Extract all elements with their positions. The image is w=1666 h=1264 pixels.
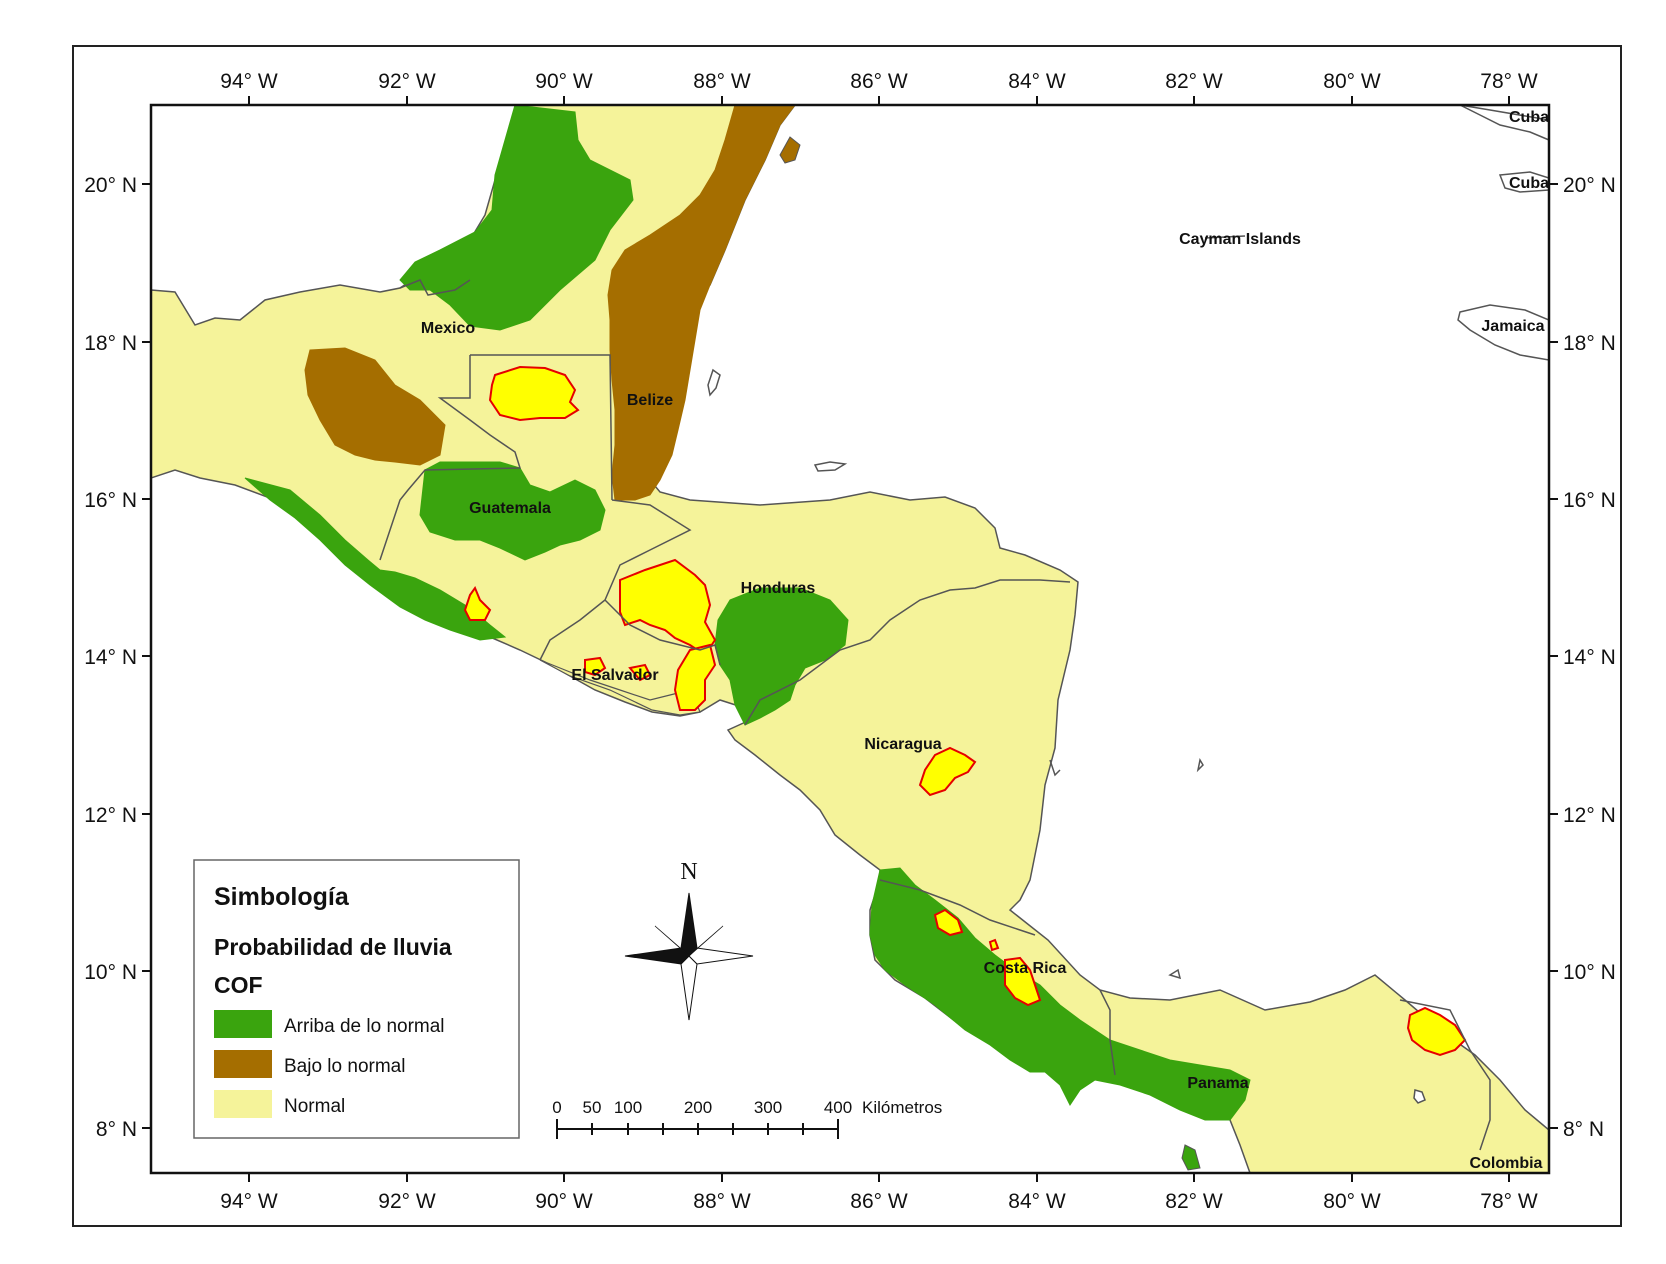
lat-label-right: 20° N	[1563, 174, 1616, 197]
lat-label-left: 8° N	[96, 1118, 137, 1141]
lat-label-left: 20° N	[84, 174, 137, 197]
label-guatemala: Guatemala	[469, 500, 551, 517]
lon-label-top: 90° W	[535, 70, 593, 93]
highlight-el-salvador-b	[628, 663, 652, 682]
scale-label-100: 100	[614, 1098, 642, 1117]
label-cayman-islands: Cayman Islands	[1179, 231, 1301, 248]
legend-swatch-normal	[214, 1090, 272, 1118]
highlight-el-salvador-a	[584, 656, 607, 677]
lon-label-top: 80° W	[1323, 70, 1381, 93]
lon-label-top: 84° W	[1008, 70, 1066, 93]
scale-bar: 0 50 100 200 300 400 Kilómetros	[552, 1098, 942, 1139]
scale-label-400: 400	[824, 1098, 852, 1117]
lon-label-top: 94° W	[220, 70, 278, 93]
label-colombia: Colombia	[1470, 1155, 1543, 1172]
lat-label-right: 16° N	[1563, 489, 1616, 512]
lat-label-left: 10° N	[84, 961, 137, 984]
label-nicaragua: Nicaragua	[864, 736, 941, 753]
label-costa-rica: Costa Rica	[984, 960, 1067, 977]
cuba-outline	[1459, 105, 1549, 141]
above-normal-pacific-guatemala	[244, 477, 507, 641]
lon-label-bottom: 94° W	[220, 1190, 278, 1213]
country-borders	[379, 279, 1491, 1151]
lon-label-top: 78° W	[1480, 70, 1538, 93]
scale-unit: Kilómetros	[862, 1098, 942, 1117]
map-frame	[149, 103, 1551, 1175]
north-arrow-diag-2	[688, 925, 724, 957]
cayman-outline	[1204, 235, 1246, 239]
label-cuba-2: Cuba	[1509, 175, 1549, 192]
cuba-east-outline	[1498, 171, 1549, 193]
legend: Simbología Probabilidad de lluvia COF Ar…	[193, 859, 520, 1139]
lat-label-right: 8° N	[1563, 1118, 1604, 1141]
legend-label-above: Arriba de lo normal	[284, 1016, 445, 1037]
lon-label-bottom: 84° W	[1008, 1190, 1066, 1213]
jamaica-outline	[1457, 304, 1549, 361]
lon-label-top: 88° W	[693, 70, 751, 93]
lon-label-top: 92° W	[378, 70, 436, 93]
scale-label-200: 200	[684, 1098, 712, 1117]
lon-label-bottom: 88° W	[693, 1190, 751, 1213]
highlight-nicaragua	[918, 746, 977, 797]
highlight-costa-rica-b	[988, 938, 1000, 952]
legend-swatch-above	[214, 1010, 272, 1038]
north-arrow: N	[624, 859, 754, 1021]
small-islands	[707, 368, 1426, 1104]
legend-group: COF	[214, 972, 263, 998]
label-honduras: Honduras	[741, 580, 816, 597]
highlight-honduras-south	[673, 643, 717, 711]
graticule-ticks	[142, 96, 1558, 1182]
lat-label-right: 18° N	[1563, 332, 1616, 355]
north-label: N	[680, 859, 697, 885]
lat-label-left: 16° N	[84, 489, 137, 512]
lat-label-left: 12° N	[84, 804, 137, 827]
lon-label-top: 82° W	[1165, 70, 1223, 93]
lon-label-bottom: 86° W	[850, 1190, 908, 1213]
label-panama: Panama	[1187, 1075, 1248, 1092]
above-normal-costa-rica-panama	[869, 867, 1251, 1121]
label-belize: Belize	[627, 392, 673, 409]
scale-label-0: 0	[552, 1098, 561, 1117]
legend-label-normal: Normal	[284, 1096, 345, 1117]
highlight-pacific-guatemala	[463, 585, 492, 621]
lat-label-left: 14° N	[84, 646, 137, 669]
label-jamaica: Jamaica	[1481, 318, 1544, 335]
highlight-costa-rica-a	[933, 908, 964, 937]
lat-label-right: 14° N	[1563, 646, 1616, 669]
highlight-peten	[488, 365, 580, 422]
label-mexico: Mexico	[421, 320, 475, 337]
scale-label-50: 50	[583, 1098, 602, 1117]
legend-label-below: Bajo lo normal	[284, 1056, 405, 1077]
cozumel-island	[779, 136, 801, 164]
lon-label-top: 86° W	[850, 70, 908, 93]
north-arrow-diag-1	[654, 925, 690, 957]
highlight-panama	[1406, 1006, 1467, 1057]
legend-swatch-below	[214, 1050, 272, 1078]
lat-label-left: 18° N	[84, 332, 137, 355]
lon-label-bottom: 90° W	[535, 1190, 593, 1213]
highlight-regions	[463, 365, 1467, 1057]
legend-subtitle: Probabilidad de lluvia	[214, 934, 452, 960]
above-normal-yucatan	[399, 105, 634, 331]
label-cuba-1: Cuba	[1509, 109, 1549, 126]
legend-title: Simbología	[214, 883, 350, 911]
lon-label-bottom: 80° W	[1323, 1190, 1381, 1213]
label-el-salvador: El Salvador	[571, 667, 658, 684]
scale-label-300: 300	[754, 1098, 782, 1117]
country-labels: Mexico Belize Guatemala Honduras El Salv…	[421, 109, 1549, 1172]
above-normal-island	[1181, 1144, 1201, 1171]
lat-label-right: 10° N	[1563, 961, 1616, 984]
graticule-labels: 94° W 94° W 92° W 92° W 90° W 90° W 88° W 88° W…	[84, 70, 1616, 1213]
lon-label-bottom: 92° W	[378, 1190, 436, 1213]
above-normal-guatemala	[419, 461, 606, 561]
below-normal-belize	[607, 105, 796, 501]
scale-bar-ticks	[556, 1119, 839, 1139]
lon-label-bottom: 82° W	[1165, 1190, 1223, 1213]
lat-label-right: 12° N	[1563, 804, 1616, 827]
highlight-costa-rica-c	[1004, 956, 1042, 1007]
below-normal-chiapas	[304, 347, 446, 466]
lon-label-bottom: 78° W	[1480, 1190, 1538, 1213]
